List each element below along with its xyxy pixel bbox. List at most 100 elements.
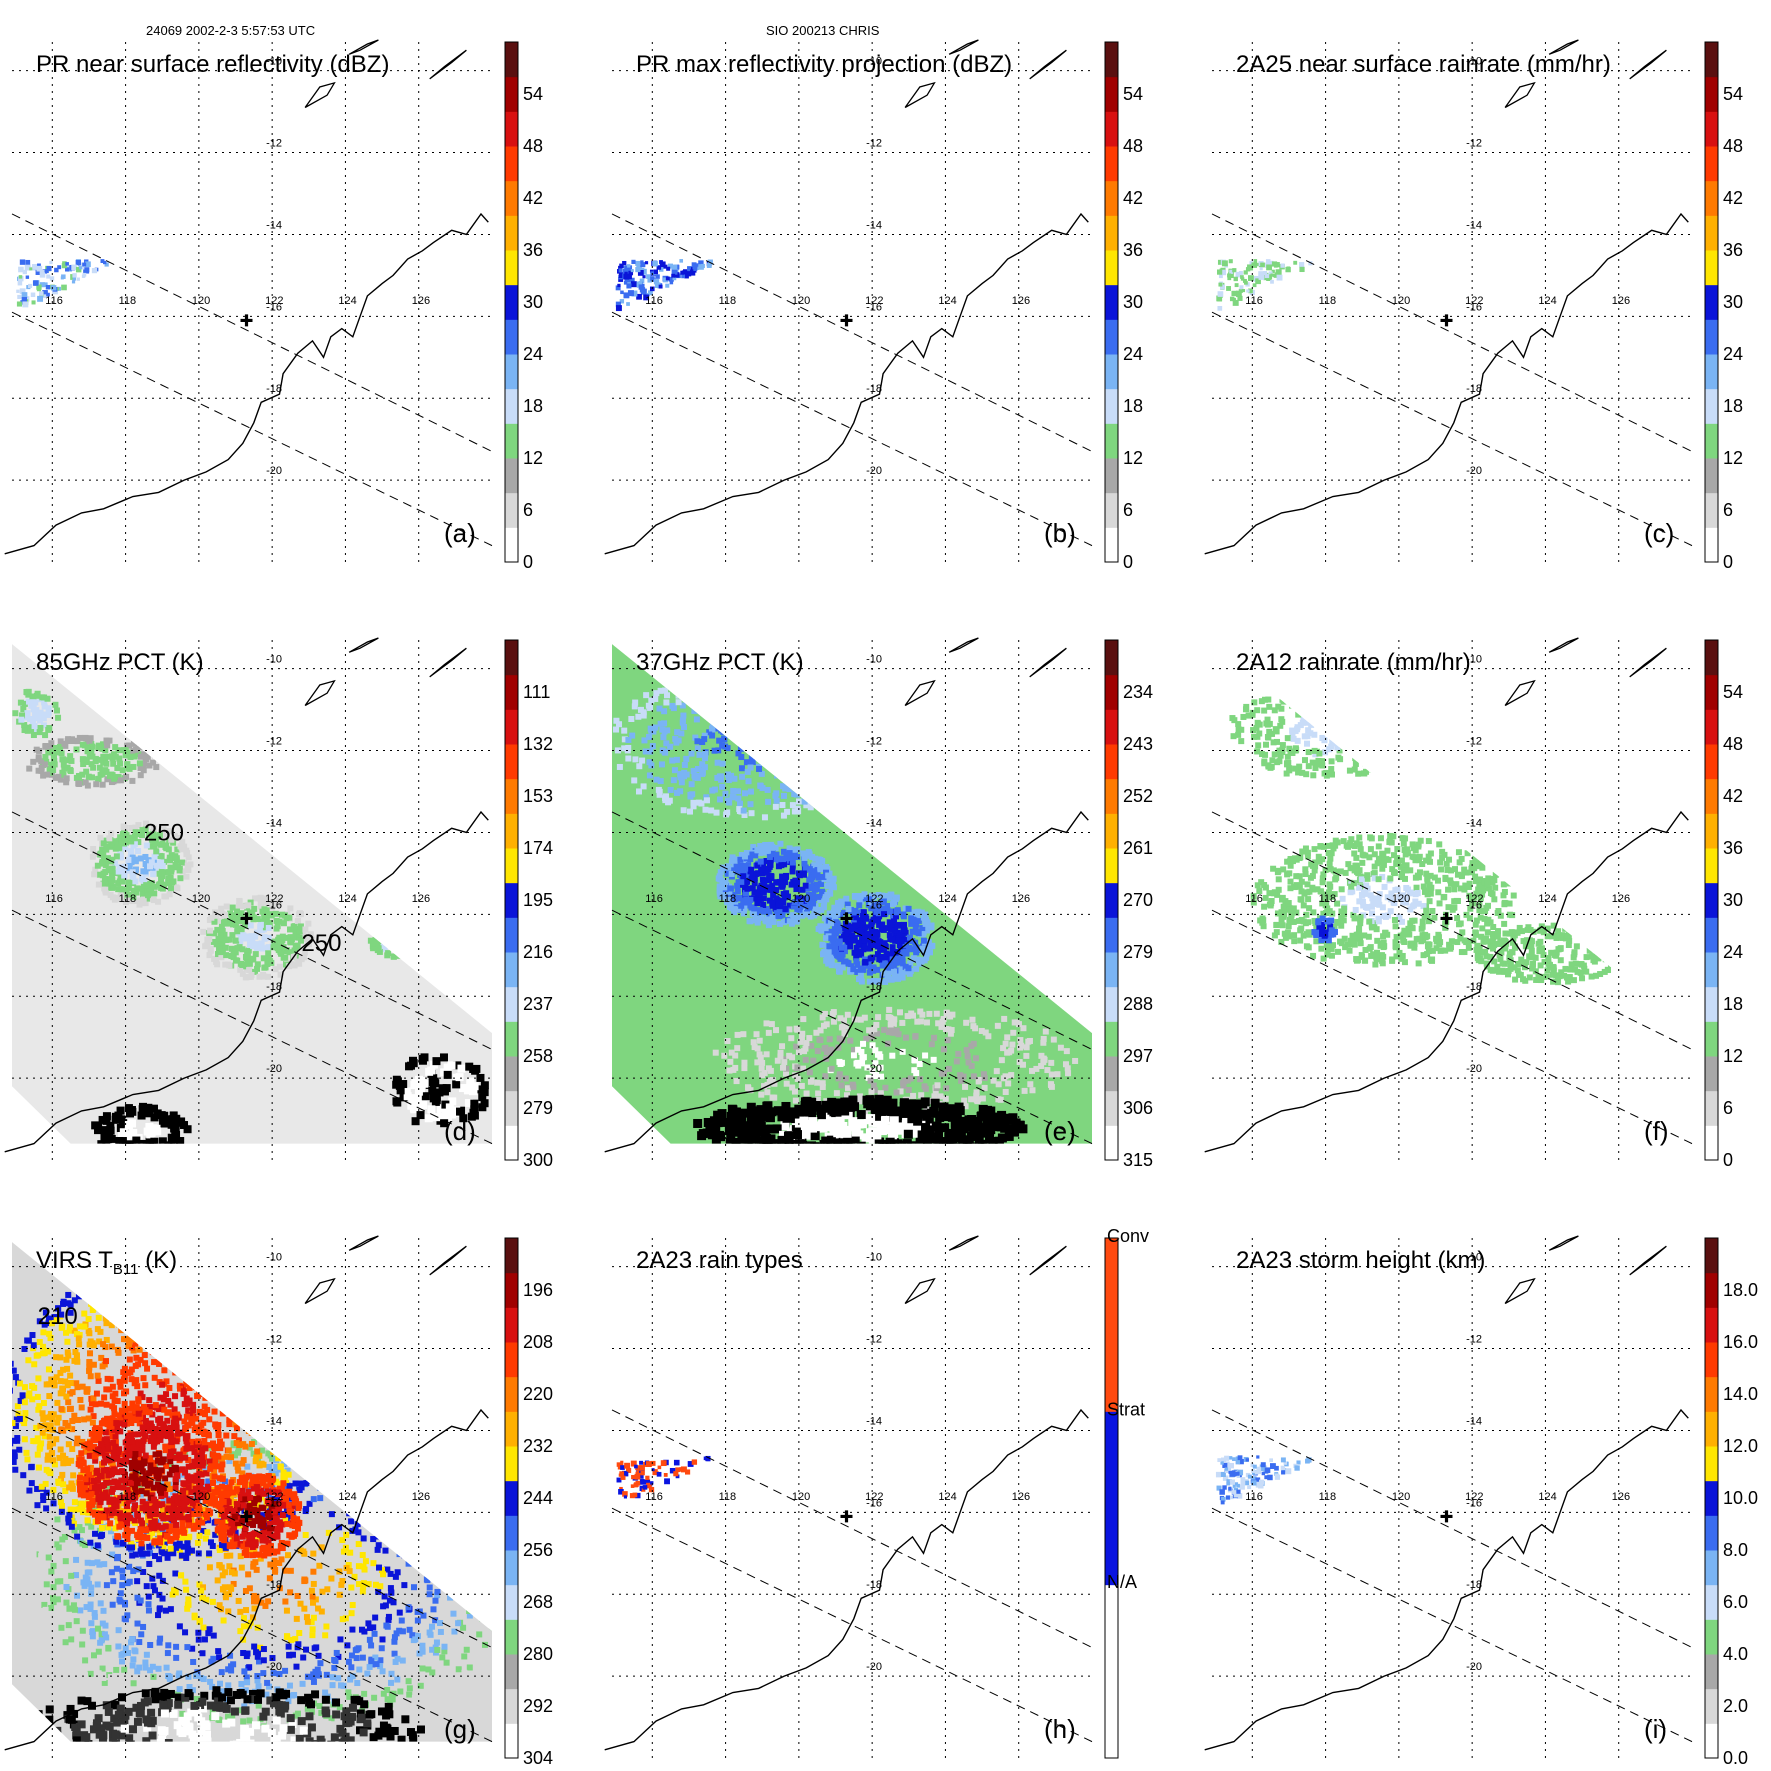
field-pixel	[808, 1117, 818, 1127]
rain-pixel	[82, 272, 87, 277]
field-pixel	[928, 1041, 935, 1048]
field-pixel	[809, 716, 816, 723]
field-pixel	[1328, 942, 1335, 949]
rain-pixel	[85, 261, 91, 268]
lat-tick-label: -16	[866, 301, 882, 313]
rain-pixel	[1242, 278, 1247, 283]
field-pixel	[1322, 866, 1329, 873]
lon-tick-label: 122	[865, 295, 883, 307]
colorbar-tick: 54	[1723, 84, 1743, 104]
field-pixel	[1311, 846, 1318, 853]
field-pixel	[920, 1097, 930, 1107]
field-pixel	[1291, 932, 1298, 939]
field-pixel	[859, 1060, 866, 1067]
field-pixel	[775, 725, 782, 732]
field-pixel	[740, 897, 747, 904]
field-pixel	[885, 1141, 895, 1144]
lon-tick-label: 118	[119, 295, 137, 307]
field-pixel	[911, 1067, 918, 1074]
field-pixel	[802, 786, 809, 793]
colorbar-segment	[1705, 76, 1718, 112]
rain-pixel	[637, 269, 644, 276]
field-pixel	[121, 840, 128, 847]
field-pixel	[873, 908, 880, 915]
field-pixel	[1293, 856, 1300, 863]
field-pixel	[263, 896, 270, 903]
field-pixel	[1317, 843, 1324, 850]
field-pixel	[813, 1029, 820, 1036]
field-pixel	[787, 768, 794, 775]
field-pixel	[1378, 952, 1385, 959]
rain-pixel	[1248, 275, 1254, 282]
field-pixel	[770, 702, 777, 709]
field-pixel	[1416, 736, 1423, 743]
field-pixel	[853, 721, 860, 728]
field-pixel	[874, 1051, 881, 1058]
field-pixel	[1271, 889, 1278, 896]
rain-pixel	[38, 291, 44, 296]
colorbar-segment	[1705, 42, 1718, 78]
colorbar-segment	[505, 952, 518, 988]
field-pixel	[1424, 933, 1431, 940]
field-pixel	[696, 751, 703, 758]
field-pixel	[35, 710, 42, 717]
field-pixel	[1494, 928, 1501, 935]
field-pixel	[1400, 931, 1407, 938]
field-pixel	[294, 942, 301, 949]
field-pixel	[939, 1137, 949, 1144]
field-pixel	[416, 930, 423, 937]
field-pixel	[1351, 850, 1358, 857]
field-pixel	[760, 695, 767, 702]
field-pixel	[834, 900, 841, 907]
field-pixel	[852, 907, 859, 914]
field-pixel	[930, 1098, 940, 1108]
field-pixel	[755, 752, 762, 759]
field-pixel	[399, 1093, 408, 1102]
rain-pixel	[75, 266, 82, 273]
field-pixel	[716, 737, 723, 744]
field-pixel	[825, 872, 832, 879]
field-pixel	[465, 1062, 474, 1071]
field-pixel	[834, 741, 841, 748]
field-pixel	[717, 869, 724, 876]
field-pixel	[712, 688, 719, 695]
field-pixel	[399, 936, 406, 943]
field-pixel	[763, 858, 770, 865]
field-pixel	[899, 1101, 909, 1111]
field-pixel	[845, 960, 852, 967]
field-pixel	[480, 1081, 489, 1090]
field-pixel	[735, 724, 742, 731]
field-pixel	[739, 715, 746, 722]
field-pixel	[281, 912, 288, 919]
field-pixel	[1351, 934, 1358, 941]
field-pixel	[1306, 888, 1313, 895]
field-pixel	[234, 914, 241, 921]
field-pixel	[421, 1079, 430, 1088]
field-pixel	[734, 689, 741, 696]
field-pixel	[1374, 949, 1381, 956]
field-pixel	[749, 885, 756, 892]
field-pixel	[84, 745, 91, 752]
field-pixel	[740, 910, 747, 917]
field-pixel	[1270, 865, 1277, 872]
field-pixel	[53, 707, 60, 714]
field-pixel	[416, 1111, 425, 1120]
field-pixel	[833, 929, 840, 936]
field-pixel	[877, 751, 884, 758]
field-pixel	[265, 919, 272, 926]
field-pixel	[23, 714, 30, 721]
field-pixel	[254, 916, 261, 923]
field-pixel	[616, 721, 623, 728]
field-pixel	[79, 741, 86, 748]
rain-pixel	[1246, 289, 1250, 293]
field-pixel	[1442, 947, 1449, 954]
field-pixel	[741, 680, 748, 687]
field-pixel	[832, 914, 839, 921]
field-pixel	[1410, 902, 1417, 909]
field-pixel	[762, 753, 769, 760]
field-pixel	[833, 1127, 843, 1137]
field-pixel	[850, 966, 857, 973]
field-pixel	[1254, 748, 1261, 755]
field-pixel	[237, 938, 244, 945]
